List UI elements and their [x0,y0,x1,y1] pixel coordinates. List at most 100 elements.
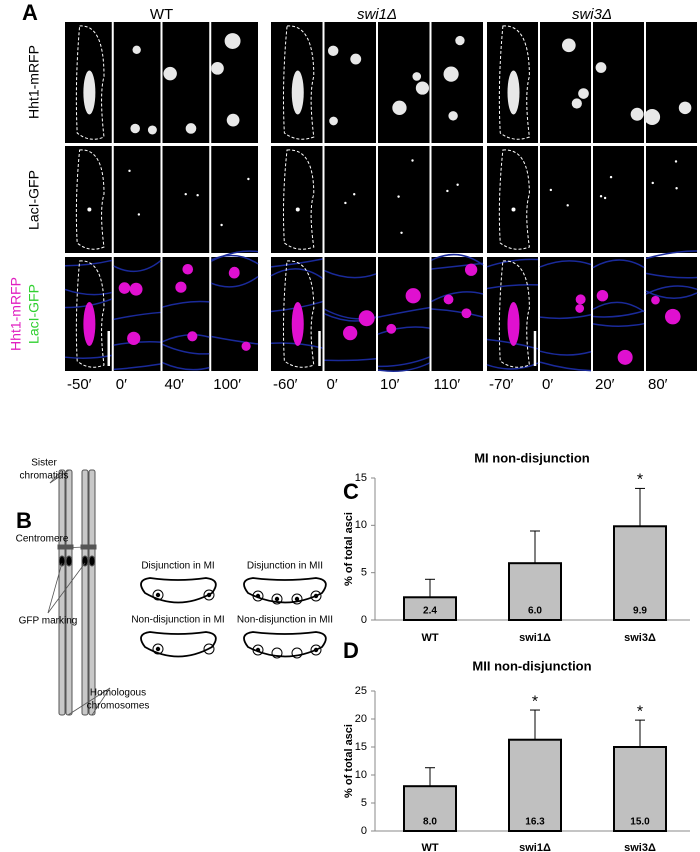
nucleus [507,302,520,346]
cell-outline [498,25,530,140]
nucleus [211,61,224,75]
membrane [431,262,484,270]
value-label: 16.3 [525,817,545,828]
panel-letter: B [16,508,32,533]
panel-letter: A [22,0,38,25]
nucleus [220,223,223,227]
micrograph [593,257,644,371]
membrane [645,272,698,279]
nucleus [446,189,449,193]
time-label: 0′ [116,376,127,393]
nucleus [675,187,678,190]
micrograph [431,257,483,371]
nucleus [405,288,421,304]
leader-lines [47,469,111,716]
micrograph [646,146,697,253]
nucleus [228,267,240,279]
row-label: Hht1-mRFP [8,277,24,351]
nucleus [455,35,465,46]
nucleus [353,193,356,196]
nucleus [130,123,140,134]
nucleus [127,331,141,345]
micrograph [211,146,258,253]
y-tick-label: 5 [361,567,367,579]
label: Non-disjunction in MII [237,615,333,626]
membrane [539,314,592,320]
chart-title: MI non-disjunction [474,450,590,465]
x-tick-label: WT [421,632,438,644]
nucleus [344,201,347,205]
membrane [377,326,430,335]
nucleus [350,53,362,65]
membrane [377,306,430,318]
membrane [324,357,377,362]
nucleus [400,231,403,234]
nucleus [461,308,472,319]
nucleus [651,181,654,185]
time-label: 0′ [542,376,553,393]
label: Non-disjunction in MI [131,615,224,626]
label: Homologous [90,688,146,699]
membrane [162,300,210,308]
membrane [64,288,112,296]
nucleus [443,294,454,305]
micrograph [593,22,644,143]
nucleus [83,302,96,346]
label: chromatids [20,471,69,482]
y-tick-label: 0 [361,825,367,837]
nucleus [561,38,576,53]
cell-outline [282,260,315,368]
bar [508,738,562,832]
micrograph [271,146,323,253]
nucleus [329,116,338,126]
nucleus [411,159,414,162]
value-label: 6.0 [528,606,542,617]
cell-outline [75,25,105,140]
membrane [270,258,323,268]
row-label: LacI-GFP [26,170,42,230]
membrane [592,322,645,327]
membrane [592,301,645,313]
micrograph [113,146,161,253]
label: chromosomes [87,701,150,712]
nucleus [128,169,131,173]
row-label: Hht1-mRFP [26,45,42,119]
nucleus [578,88,589,99]
x-tick-label: swi3Δ [624,842,656,852]
membrane [113,260,161,273]
micrograph [540,146,591,253]
nucleus [392,100,407,115]
membrane [645,290,698,300]
micrograph [487,146,538,253]
nucleus [412,72,422,81]
asci [140,577,327,659]
y-axis-title: % of total asci [343,512,355,586]
membrane [162,333,210,343]
membrane [113,311,161,321]
value-label: 15.0 [630,817,650,828]
y-tick-label: 15 [355,741,367,753]
membrane [486,258,539,268]
membrane [486,284,539,290]
y-tick-label: 15 [355,472,367,484]
nucleus [575,294,586,305]
nucleus [464,263,478,276]
nucleus [571,98,582,109]
y-tick-label: 20 [355,713,367,725]
cell-outline [75,149,105,250]
membrane [113,363,161,371]
membrane [431,253,484,266]
time-label: -50′ [67,376,92,393]
time-label: 110′ [434,376,461,393]
membrane [162,343,210,355]
nucleus [566,204,569,207]
row-label: LacI-GFP [26,284,42,344]
nucleus [163,66,177,81]
y-tick-label: 10 [355,519,367,531]
membrane [64,259,112,267]
time-label: 80′ [648,376,668,393]
nucleus [129,282,143,296]
chart-title: MII non-disjunction [472,658,591,673]
membrane [162,361,210,371]
